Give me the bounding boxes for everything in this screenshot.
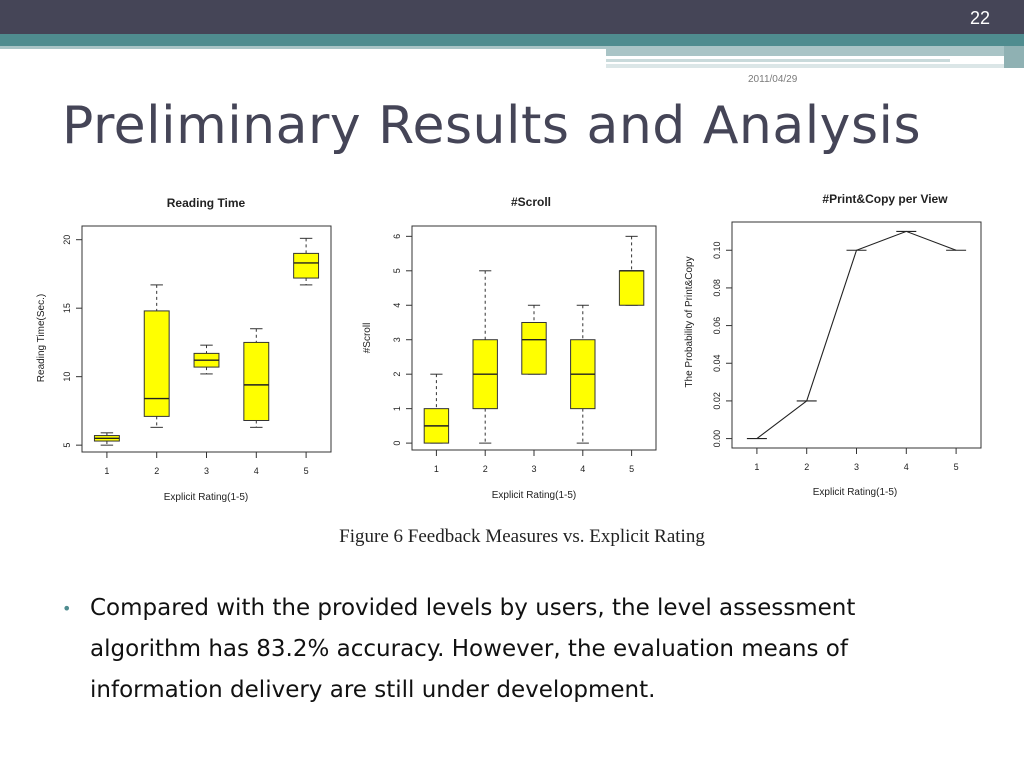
header-accent-line	[606, 59, 950, 62]
y-tick-label: 0.04	[712, 354, 722, 372]
y-axis-label: #Scroll	[362, 323, 373, 354]
y-tick-label: 6	[392, 234, 402, 239]
x-tick-label: 5	[629, 464, 634, 474]
x-axis-label: Explicit Rating(1-5)	[492, 490, 576, 501]
x-tick-label: 5	[954, 462, 959, 472]
chart-reading-time: Reading Time 5 10 15 20 1 2 3 4 5 Explicit Rati…	[30, 178, 360, 508]
y-tick-label: 0.10	[712, 241, 722, 259]
x-tick-label: 3	[531, 464, 536, 474]
header-stripe	[0, 34, 1024, 46]
header-accent-stripe	[606, 46, 1024, 56]
x-tick-label: 4	[580, 464, 585, 474]
y-tick-label: 0.00	[712, 430, 722, 448]
series-line	[756, 230, 957, 440]
bullet-text: Compared with the provided levels by use…	[90, 595, 856, 703]
box-iqr	[243, 341, 270, 421]
slide-date: 2011/04/29	[748, 74, 798, 85]
plot-frame	[731, 221, 982, 449]
x-tick-label: 4	[254, 466, 259, 476]
box-3	[193, 344, 220, 375]
x-tick-label: 1	[754, 462, 759, 472]
chart-print-copy: #Print&Copy per View 0.00 0.02 0.04 0.06 0.0…	[684, 192, 982, 498]
x-tick-label: 2	[804, 462, 809, 472]
y-tick-label: 5	[392, 268, 402, 273]
y-tick-label: 0.02	[712, 392, 722, 410]
box-5	[293, 237, 320, 286]
box-iqr	[293, 252, 320, 279]
x-tick-label: 2	[154, 466, 159, 476]
y-tick-label: 15	[62, 303, 72, 313]
chart-title: #Scroll	[511, 195, 551, 209]
x-tick-label: 1	[434, 464, 439, 474]
box-iqr	[521, 321, 547, 375]
chart-scroll: #Scroll 0 1 2 3 4 5 6 1 2 3 4 5 Explicit Rating(1-…	[362, 195, 657, 501]
x-axis-label: Explicit Rating(1-5)	[813, 487, 897, 498]
box-1	[93, 432, 120, 446]
x-tick-label: 1	[104, 466, 109, 476]
bullet-dot-icon: •	[62, 599, 72, 618]
box-iqr	[143, 310, 170, 417]
figure-caption: Figure 6 Feedback Measures vs. Explicit …	[339, 526, 705, 547]
y-tick-label: 3	[392, 337, 402, 342]
box-2	[472, 270, 498, 444]
box-4	[243, 328, 270, 428]
y-tick-label: 0.08	[712, 279, 722, 297]
slide-number: 22	[969, 8, 990, 28]
box-5	[618, 235, 645, 306]
y-tick-label: 1	[392, 406, 402, 411]
box-iqr	[618, 270, 645, 306]
y-tick-label: 0.06	[712, 317, 722, 335]
page-title: Preliminary Results and Analysis	[62, 96, 922, 156]
x-tick-label: 3	[204, 466, 209, 476]
header-accent-line-2	[606, 64, 1006, 68]
chart-panel-reading-time	[30, 178, 360, 508]
y-tick-label: 4	[392, 303, 402, 308]
box-2	[143, 284, 170, 428]
y-axis-label: Reading Time(Sec.)	[36, 294, 47, 382]
y-tick-label: 5	[62, 443, 72, 448]
x-tick-label: 4	[904, 462, 909, 472]
x-tick-label: 5	[304, 466, 309, 476]
box-4	[570, 304, 596, 444]
bullet-point: • Compared with the provided levels by u…	[62, 588, 962, 711]
chart-title: #Print&Copy per View	[822, 192, 948, 206]
header-stripe-light	[0, 46, 1024, 49]
x-axis-label: Explicit Rating(1-5)	[164, 492, 248, 503]
y-tick-label: 20	[62, 235, 72, 245]
header-corner-block	[1004, 46, 1024, 68]
x-tick-label: 3	[854, 462, 859, 472]
y-tick-label: 2	[392, 372, 402, 377]
y-tick-label: 10	[62, 372, 72, 382]
y-tick-label: 0	[392, 441, 402, 446]
header-bar	[0, 0, 1024, 34]
box-3	[521, 304, 547, 375]
y-axis-label: The Probability of Print&Copy	[684, 256, 695, 387]
x-tick-label: 2	[483, 464, 488, 474]
chart-title: Reading Time	[167, 196, 246, 210]
box-1	[423, 373, 450, 444]
